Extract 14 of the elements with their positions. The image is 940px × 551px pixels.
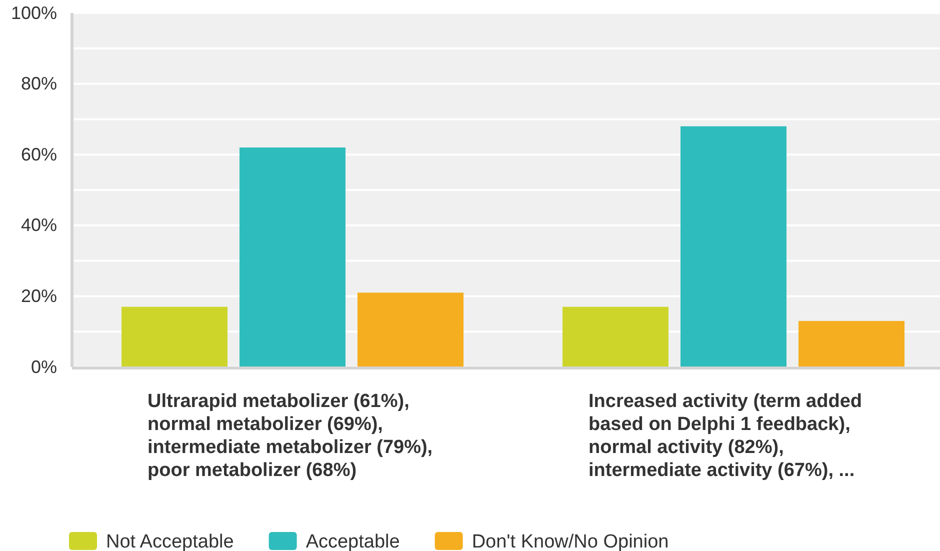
y-tick-label: 80%: [20, 74, 57, 94]
y-tick-label: 0%: [30, 356, 57, 377]
bar: [680, 126, 786, 367]
y-tick-label: 60%: [20, 144, 57, 164]
bar: [562, 306, 668, 367]
y-tick-label: 100%: [10, 2, 57, 23]
bar: [240, 148, 346, 367]
bar: [798, 320, 904, 367]
bar: [122, 306, 228, 367]
y-tick-label: 40%: [20, 215, 57, 236]
x-tick-label: Ultrarapid metabolizer (61%), normal metabolizer (69%), intermediate metabolizer (79%), poor metabolizer (68%): [148, 391, 433, 481]
x-tick-label: Increased activity (term added based on Delphi 1 feedback), normal activity (82%), intermediate activity (67%), ...: [588, 391, 862, 481]
bar: [358, 292, 464, 367]
y-tick-label: 20%: [20, 286, 57, 306]
